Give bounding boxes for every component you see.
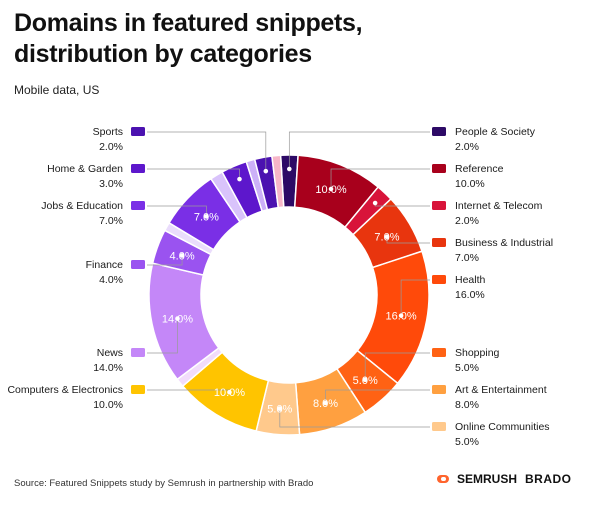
legend-value-art-entertainment: 8.0% xyxy=(455,399,479,411)
leader-home-garden xyxy=(147,168,240,180)
legend-value-sports: 2.0% xyxy=(99,141,123,153)
leader-sports xyxy=(147,131,267,172)
chart-title: Domains in featured snippets, distributi… xyxy=(14,9,363,68)
legend-value-shopping: 5.0% xyxy=(455,362,479,374)
legend-label-computers-electronics: Computers & Electronics xyxy=(7,384,123,396)
slice-label-news: 14.0% xyxy=(162,314,193,326)
logos: SEMRUSH BRADO xyxy=(437,472,572,486)
legend-label-art-entertainment: Art & Entertainment xyxy=(455,384,547,396)
legend-swatch-art-entertainment xyxy=(432,385,446,394)
leader-dot-internet-telecom xyxy=(372,200,378,206)
leader-dot-online-communities xyxy=(277,406,283,411)
legend-label-news: News xyxy=(97,347,123,359)
legend-swatch-finance xyxy=(131,260,145,269)
legend-label-home-garden: Home & Garden xyxy=(47,163,123,175)
legend-swatch-shopping xyxy=(432,348,446,357)
legend-swatch-sports xyxy=(131,127,145,136)
slice-label-jobs-education: 7.0% xyxy=(194,211,219,223)
legend-swatch-business-industrial xyxy=(432,238,446,247)
legend-swatch-news xyxy=(131,348,145,357)
legend-label-reference: Reference xyxy=(455,163,504,175)
leader-online-communities xyxy=(279,408,430,428)
slice-label-business-industrial: 7.0% xyxy=(374,232,399,244)
legend-value-people-society: 2.0% xyxy=(455,141,479,153)
leader-lines xyxy=(147,131,430,428)
leader-dot-news xyxy=(175,316,180,321)
chart-subtitle: Mobile data, US xyxy=(14,83,100,97)
legend-value-internet-telecom: 2.0% xyxy=(455,215,479,227)
legend-label-health: Health xyxy=(455,274,486,286)
legend-value-home-garden: 3.0% xyxy=(99,178,123,190)
legend-label-finance: Finance xyxy=(86,259,124,271)
legend-swatch-online-communities xyxy=(432,422,446,431)
semrush-logo-text: SEMRUSH xyxy=(457,472,518,486)
leader-health xyxy=(400,279,430,316)
legend: People & Society 2.0% Reference 10.0% Intern… xyxy=(7,126,553,448)
leader-reference xyxy=(330,168,430,190)
legend-label-internet-telecom: Internet & Telecom xyxy=(455,200,543,212)
legend-value-reference: 10.0% xyxy=(455,178,485,190)
leader-dot-finance xyxy=(179,253,185,258)
legend-label-shopping: Shopping xyxy=(455,347,500,359)
leader-dot-jobs-education xyxy=(204,214,209,219)
legend-swatch-people-society xyxy=(432,127,446,136)
slice-label-computers-electronics: 10.0% xyxy=(214,387,245,399)
legend-value-jobs-education: 7.0% xyxy=(99,215,123,227)
legend-value-health: 16.0% xyxy=(455,289,485,301)
slice-gap-18 xyxy=(271,154,285,209)
legend-swatch-reference xyxy=(432,164,446,173)
source-note: Source: Featured Snippets study by Semru… xyxy=(14,478,314,489)
leader-dot-computers-electronics xyxy=(227,389,232,395)
slice-label-finance: 4.0% xyxy=(170,250,195,262)
leader-finance xyxy=(147,255,183,266)
leader-dot-people-society xyxy=(287,166,292,172)
legend-swatch-jobs-education xyxy=(131,201,145,210)
semrush-flame-icon xyxy=(437,473,453,485)
legend-label-business-industrial: Business & Industrial xyxy=(455,237,553,249)
brado-logo: BRADO xyxy=(525,472,572,486)
legend-swatch-computers-electronics xyxy=(131,385,145,394)
leader-dot-sports xyxy=(263,168,269,174)
legend-swatch-internet-telecom xyxy=(432,201,446,210)
leader-dot-health xyxy=(398,313,404,318)
donut-slices xyxy=(148,154,430,436)
leader-dot-home-garden xyxy=(237,176,242,182)
legend-label-sports: Sports xyxy=(93,126,123,138)
legend-value-finance: 4.0% xyxy=(99,274,123,286)
slice-labels: 10.0% 7.0% 16.0% 5.0% 8.0% 5.0% 10.0% 14.0% 4.0%… xyxy=(162,184,417,416)
leader-jobs-education xyxy=(147,205,207,217)
legend-value-online-communities: 5.0% xyxy=(455,436,479,448)
leader-dot-shopping xyxy=(362,377,368,383)
slice-label-art-entertainment: 8.0% xyxy=(313,398,338,410)
slice-label-health: 16.0% xyxy=(386,311,417,323)
legend-label-jobs-education: Jobs & Education xyxy=(41,200,123,212)
legend-swatch-health xyxy=(432,275,446,284)
semrush-logo: SEMRUSH xyxy=(437,472,517,486)
slice-label-reference: 10.0% xyxy=(315,184,346,196)
legend-value-news: 14.0% xyxy=(93,362,123,374)
slice-label-online-communities: 5.0% xyxy=(267,404,292,416)
leader-dot-business-industrial xyxy=(384,234,390,240)
leader-dot-art-entertainment xyxy=(323,400,328,406)
leader-shopping xyxy=(364,352,430,380)
legend-value-computers-electronics: 10.0% xyxy=(93,399,123,411)
leader-news xyxy=(147,318,178,354)
leader-art-entertainment xyxy=(325,389,430,404)
slice-label-shopping: 5.0% xyxy=(353,375,378,387)
legend-value-business-industrial: 7.0% xyxy=(455,252,479,264)
leader-dot-reference xyxy=(328,186,334,192)
legend-label-people-society: People & Society xyxy=(455,126,536,138)
legend-swatch-home-garden xyxy=(131,164,145,173)
leader-people-society xyxy=(288,131,430,170)
legend-label-online-communities: Online Communities xyxy=(455,421,550,433)
